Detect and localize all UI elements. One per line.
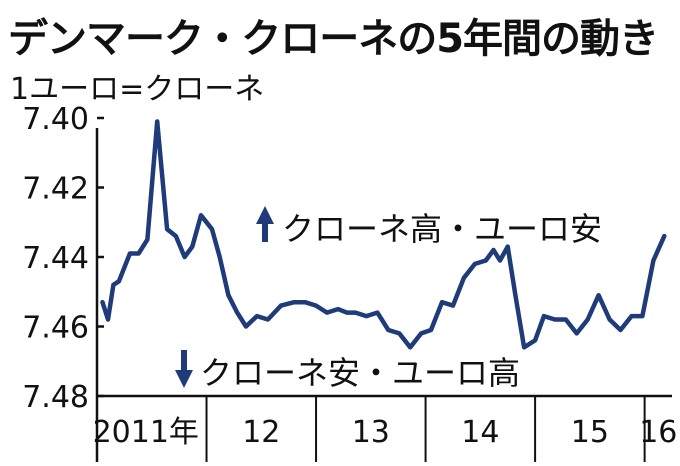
y-tick-label: 7.46 — [22, 311, 89, 346]
x-tick-label: 16 — [639, 415, 677, 450]
x-tick-label: 15 — [571, 415, 609, 450]
chart-subtitle: 1ユーロ=クローネ — [10, 72, 265, 107]
y-tick-label: 7.42 — [22, 172, 89, 207]
annotation-down: クローネ安・ユーロ高 — [200, 354, 520, 392]
down-arrow-icon-head — [175, 370, 193, 388]
annotation-up: クローネ高・ユーロ安 — [282, 210, 602, 248]
x-tick-label: 12 — [242, 415, 280, 450]
up-arrow-icon — [262, 222, 268, 242]
y-tick-label: 7.48 — [22, 380, 89, 415]
x-tick-label: 13 — [352, 415, 390, 450]
up-arrow-icon-head — [256, 206, 274, 224]
x-tick-label: 2011年 — [93, 415, 199, 450]
down-arrow-icon — [181, 350, 187, 372]
y-tick-label: 7.44 — [22, 241, 89, 276]
x-tick-label: 14 — [461, 415, 499, 450]
chart-title: デンマーク・クローネの5年間の動き — [8, 16, 659, 62]
y-tick-label: 7.40 — [22, 102, 89, 137]
series-line — [100, 119, 667, 350]
